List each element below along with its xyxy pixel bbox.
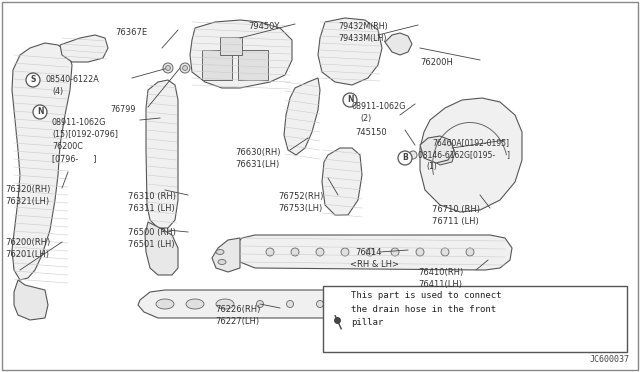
Text: [0796-      ]: [0796- ] xyxy=(52,154,97,163)
Text: 76311 (LH): 76311 (LH) xyxy=(128,204,175,213)
Text: 76630(RH): 76630(RH) xyxy=(235,148,280,157)
Text: 76460A[0192-0195]: 76460A[0192-0195] xyxy=(432,138,509,147)
Circle shape xyxy=(316,248,324,256)
Circle shape xyxy=(467,301,474,308)
Polygon shape xyxy=(318,18,382,85)
Text: (1): (1) xyxy=(426,162,436,171)
Text: 79432M(RH): 79432M(RH) xyxy=(338,22,388,31)
Polygon shape xyxy=(138,290,502,318)
Circle shape xyxy=(33,105,47,119)
Circle shape xyxy=(406,301,413,308)
Ellipse shape xyxy=(216,299,234,309)
Text: 76320(RH): 76320(RH) xyxy=(5,185,51,194)
Polygon shape xyxy=(420,98,522,212)
Circle shape xyxy=(346,301,353,308)
Text: 76414: 76414 xyxy=(355,248,381,257)
Text: (15)[0192-0796]: (15)[0192-0796] xyxy=(52,130,118,139)
Text: 08911-1062G: 08911-1062G xyxy=(352,102,406,111)
Polygon shape xyxy=(14,280,48,320)
Text: 76201(LH): 76201(LH) xyxy=(5,250,49,259)
Text: 79450Y: 79450Y xyxy=(248,22,280,31)
Circle shape xyxy=(409,151,417,159)
Circle shape xyxy=(26,73,40,87)
Polygon shape xyxy=(190,20,292,88)
Ellipse shape xyxy=(216,250,224,254)
Text: 08911-1062G: 08911-1062G xyxy=(52,118,106,127)
Text: 76200H: 76200H xyxy=(420,58,453,67)
Polygon shape xyxy=(230,235,512,270)
Text: 76710 (RH): 76710 (RH) xyxy=(432,205,480,214)
Text: (2): (2) xyxy=(360,114,371,123)
Circle shape xyxy=(343,93,357,107)
Polygon shape xyxy=(12,43,72,280)
Text: 76411(LH): 76411(LH) xyxy=(418,280,462,289)
Circle shape xyxy=(166,65,170,71)
Text: 76226(RH): 76226(RH) xyxy=(215,305,260,314)
Polygon shape xyxy=(322,148,362,215)
Polygon shape xyxy=(432,145,455,165)
Text: 76200C: 76200C xyxy=(52,142,83,151)
Circle shape xyxy=(341,248,349,256)
Circle shape xyxy=(376,301,383,308)
Text: 76753(LH): 76753(LH) xyxy=(278,204,323,213)
Ellipse shape xyxy=(156,299,174,309)
Text: 745150: 745150 xyxy=(355,128,387,137)
Text: N: N xyxy=(36,108,44,116)
Text: This part is used to connect
the drain hose in the front
pillar: This part is used to connect the drain h… xyxy=(351,291,502,327)
Text: 76227(LH): 76227(LH) xyxy=(215,317,259,326)
Text: 76367E: 76367E xyxy=(115,28,147,37)
Circle shape xyxy=(391,248,399,256)
Text: 08540-6122A: 08540-6122A xyxy=(45,75,99,84)
Circle shape xyxy=(441,248,449,256)
Text: 76752(RH): 76752(RH) xyxy=(278,192,323,201)
Text: (4): (4) xyxy=(52,87,63,96)
Bar xyxy=(202,50,232,80)
Bar xyxy=(323,286,627,352)
Circle shape xyxy=(466,248,474,256)
Circle shape xyxy=(287,301,294,308)
Text: 76410(RH): 76410(RH) xyxy=(418,268,463,277)
Text: 76500 (RH): 76500 (RH) xyxy=(128,228,176,237)
Bar xyxy=(238,50,268,80)
Ellipse shape xyxy=(218,260,226,264)
Text: 76711 (LH): 76711 (LH) xyxy=(432,217,479,226)
Circle shape xyxy=(266,248,274,256)
Polygon shape xyxy=(420,136,454,163)
Circle shape xyxy=(257,301,264,308)
Polygon shape xyxy=(60,35,108,62)
Text: 08146-6162G[0195-     ]: 08146-6162G[0195- ] xyxy=(418,150,510,159)
Circle shape xyxy=(291,248,299,256)
Text: S: S xyxy=(30,76,36,84)
Text: 76200(RH): 76200(RH) xyxy=(5,238,51,247)
Polygon shape xyxy=(284,78,320,155)
Circle shape xyxy=(398,151,412,165)
Text: 76799: 76799 xyxy=(110,105,136,114)
Polygon shape xyxy=(385,33,412,55)
Circle shape xyxy=(436,301,444,308)
Text: <RH & LH>: <RH & LH> xyxy=(350,260,399,269)
Circle shape xyxy=(416,248,424,256)
Polygon shape xyxy=(146,80,178,228)
Text: B: B xyxy=(402,154,408,163)
Text: 76501 (LH): 76501 (LH) xyxy=(128,240,175,249)
Bar xyxy=(220,37,242,55)
Text: 76321(LH): 76321(LH) xyxy=(5,197,49,206)
Text: N: N xyxy=(347,96,353,105)
Text: JC600037: JC600037 xyxy=(590,355,630,364)
Text: 76310 (RH): 76310 (RH) xyxy=(128,192,176,201)
Circle shape xyxy=(180,63,190,73)
Circle shape xyxy=(182,65,188,71)
Polygon shape xyxy=(212,238,240,272)
Polygon shape xyxy=(145,222,178,275)
Circle shape xyxy=(366,248,374,256)
Text: 79433M(LH): 79433M(LH) xyxy=(338,34,387,43)
Ellipse shape xyxy=(186,299,204,309)
Circle shape xyxy=(163,63,173,73)
Text: 76631(LH): 76631(LH) xyxy=(235,160,279,169)
Circle shape xyxy=(317,301,323,308)
